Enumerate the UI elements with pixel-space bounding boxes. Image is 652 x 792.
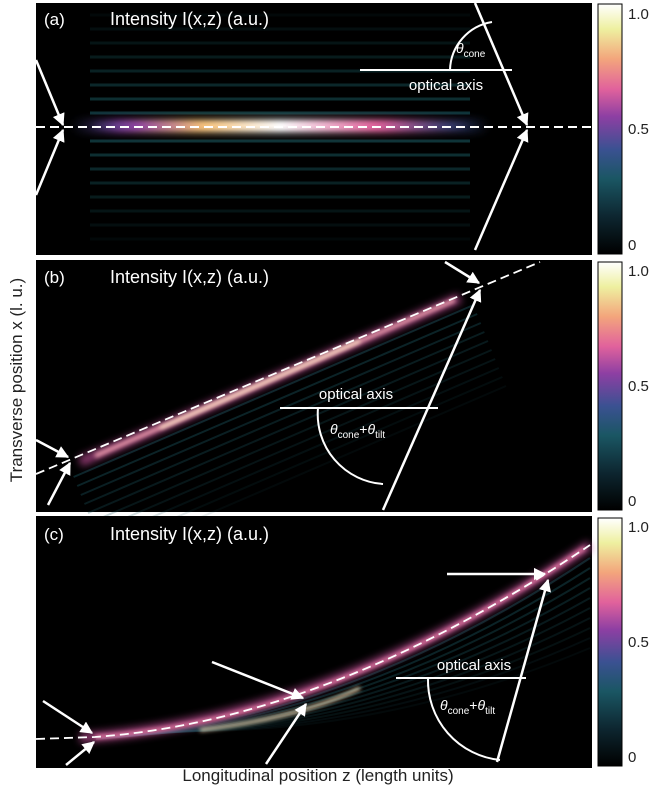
panel-a-cbar-tick-0: 0 bbox=[628, 237, 636, 254]
panel-b-right-arrow-bottom bbox=[381, 288, 482, 511]
fringe bbox=[84, 331, 485, 505]
fringe bbox=[149, 647, 591, 732]
fringe bbox=[119, 597, 591, 736]
fringe bbox=[76, 313, 478, 487]
panel-c-angle-arc bbox=[426, 677, 501, 761]
panel-c-theta-label: θcone+θtilt bbox=[440, 697, 495, 717]
panel-b-colorbar bbox=[597, 261, 623, 511]
panel-c-optical-axis-dashed bbox=[35, 544, 591, 740]
panel-b-left-arrow-top bbox=[35, 438, 70, 459]
panel-c-beam-core bbox=[199, 686, 361, 732]
panel-b-cbar-tick-05: 0.5 bbox=[628, 378, 649, 395]
panel-a-colorbar bbox=[597, 3, 623, 255]
y-axis-label: Transverse position x (l. u.) bbox=[7, 278, 26, 482]
panel-c-mid-arrow-top bbox=[211, 660, 305, 700]
panel-a: (a) Intensity I(x,z) (a.u.) θcone optica… bbox=[34, 2, 649, 255]
fringe bbox=[73, 304, 474, 478]
panel-b-cbar-tick-0: 0 bbox=[628, 493, 636, 510]
panel-c-colorbar bbox=[597, 517, 623, 767]
panel-c-cbar-tick-0: 0 bbox=[628, 749, 636, 766]
panel-b-label: (b) bbox=[44, 268, 65, 287]
panel-b-plot bbox=[36, 260, 592, 512]
panel-a-cbar-tick-05: 0.5 bbox=[628, 121, 649, 138]
panel-c-title: Intensity I(x,z) (a.u.) bbox=[110, 524, 269, 544]
panel-c-mid-arrow-bottom bbox=[264, 702, 308, 765]
panel-c: (c) Intensity I(x,z) (a.u.) optical axis… bbox=[35, 516, 649, 768]
panel-c-right-arrow-bottom bbox=[495, 578, 551, 763]
panel-a-left-arrow-top bbox=[34, 59, 65, 127]
panel-a-right-arrow-bottom bbox=[473, 128, 529, 251]
panel-a-theta-label: θcone bbox=[456, 40, 486, 60]
panel-c-cbar-tick-05: 0.5 bbox=[628, 634, 649, 651]
panel-c-left-arrow-top bbox=[42, 699, 94, 735]
panel-a-left-arrow-bottom bbox=[34, 128, 65, 196]
panel-b-optical-axis-text: optical axis bbox=[319, 386, 393, 403]
panel-b-optical-axis-dashed bbox=[35, 261, 541, 475]
panel-c-plot bbox=[36, 516, 592, 768]
fringe bbox=[91, 349, 492, 523]
fringe bbox=[94, 358, 496, 532]
panel-c-left-arrow-bottom bbox=[65, 741, 95, 766]
fringe bbox=[125, 607, 591, 735]
panel-b: (b) Intensity I(x,z) (a.u.) optical axis… bbox=[35, 260, 649, 559]
panel-b-angle-arc bbox=[316, 407, 384, 485]
panel-a-fringes bbox=[90, 13, 470, 241]
panel-c-optical-axis-text: optical axis bbox=[437, 657, 511, 674]
panel-b-theta-label: θcone+θtilt bbox=[330, 421, 385, 441]
panel-a-cbar-tick-1: 1.0 bbox=[628, 6, 649, 23]
panel-b-title: Intensity I(x,z) (a.u.) bbox=[110, 267, 269, 287]
panel-b-beam-core bbox=[159, 339, 361, 430]
panel-b-cbar-tick-1: 1.0 bbox=[628, 263, 649, 280]
panel-a-optical-axis-text: optical axis bbox=[409, 77, 483, 94]
panel-a-title: Intensity I(x,z) (a.u.) bbox=[110, 9, 269, 29]
fringe bbox=[113, 587, 591, 737]
panel-a-label: (a) bbox=[44, 10, 65, 29]
fringe bbox=[137, 627, 591, 734]
panel-c-label: (c) bbox=[44, 525, 64, 544]
panel-c-cbar-tick-1: 1.0 bbox=[628, 519, 649, 536]
panel-b-left-arrow-bottom bbox=[46, 461, 72, 506]
fringe bbox=[87, 340, 489, 514]
panel-a-angle-arc bbox=[449, 21, 493, 71]
panel-b-right-arrow-top bbox=[444, 260, 481, 285]
fringe bbox=[131, 617, 591, 735]
x-axis-label: Longitudinal position z (length units) bbox=[182, 766, 453, 785]
